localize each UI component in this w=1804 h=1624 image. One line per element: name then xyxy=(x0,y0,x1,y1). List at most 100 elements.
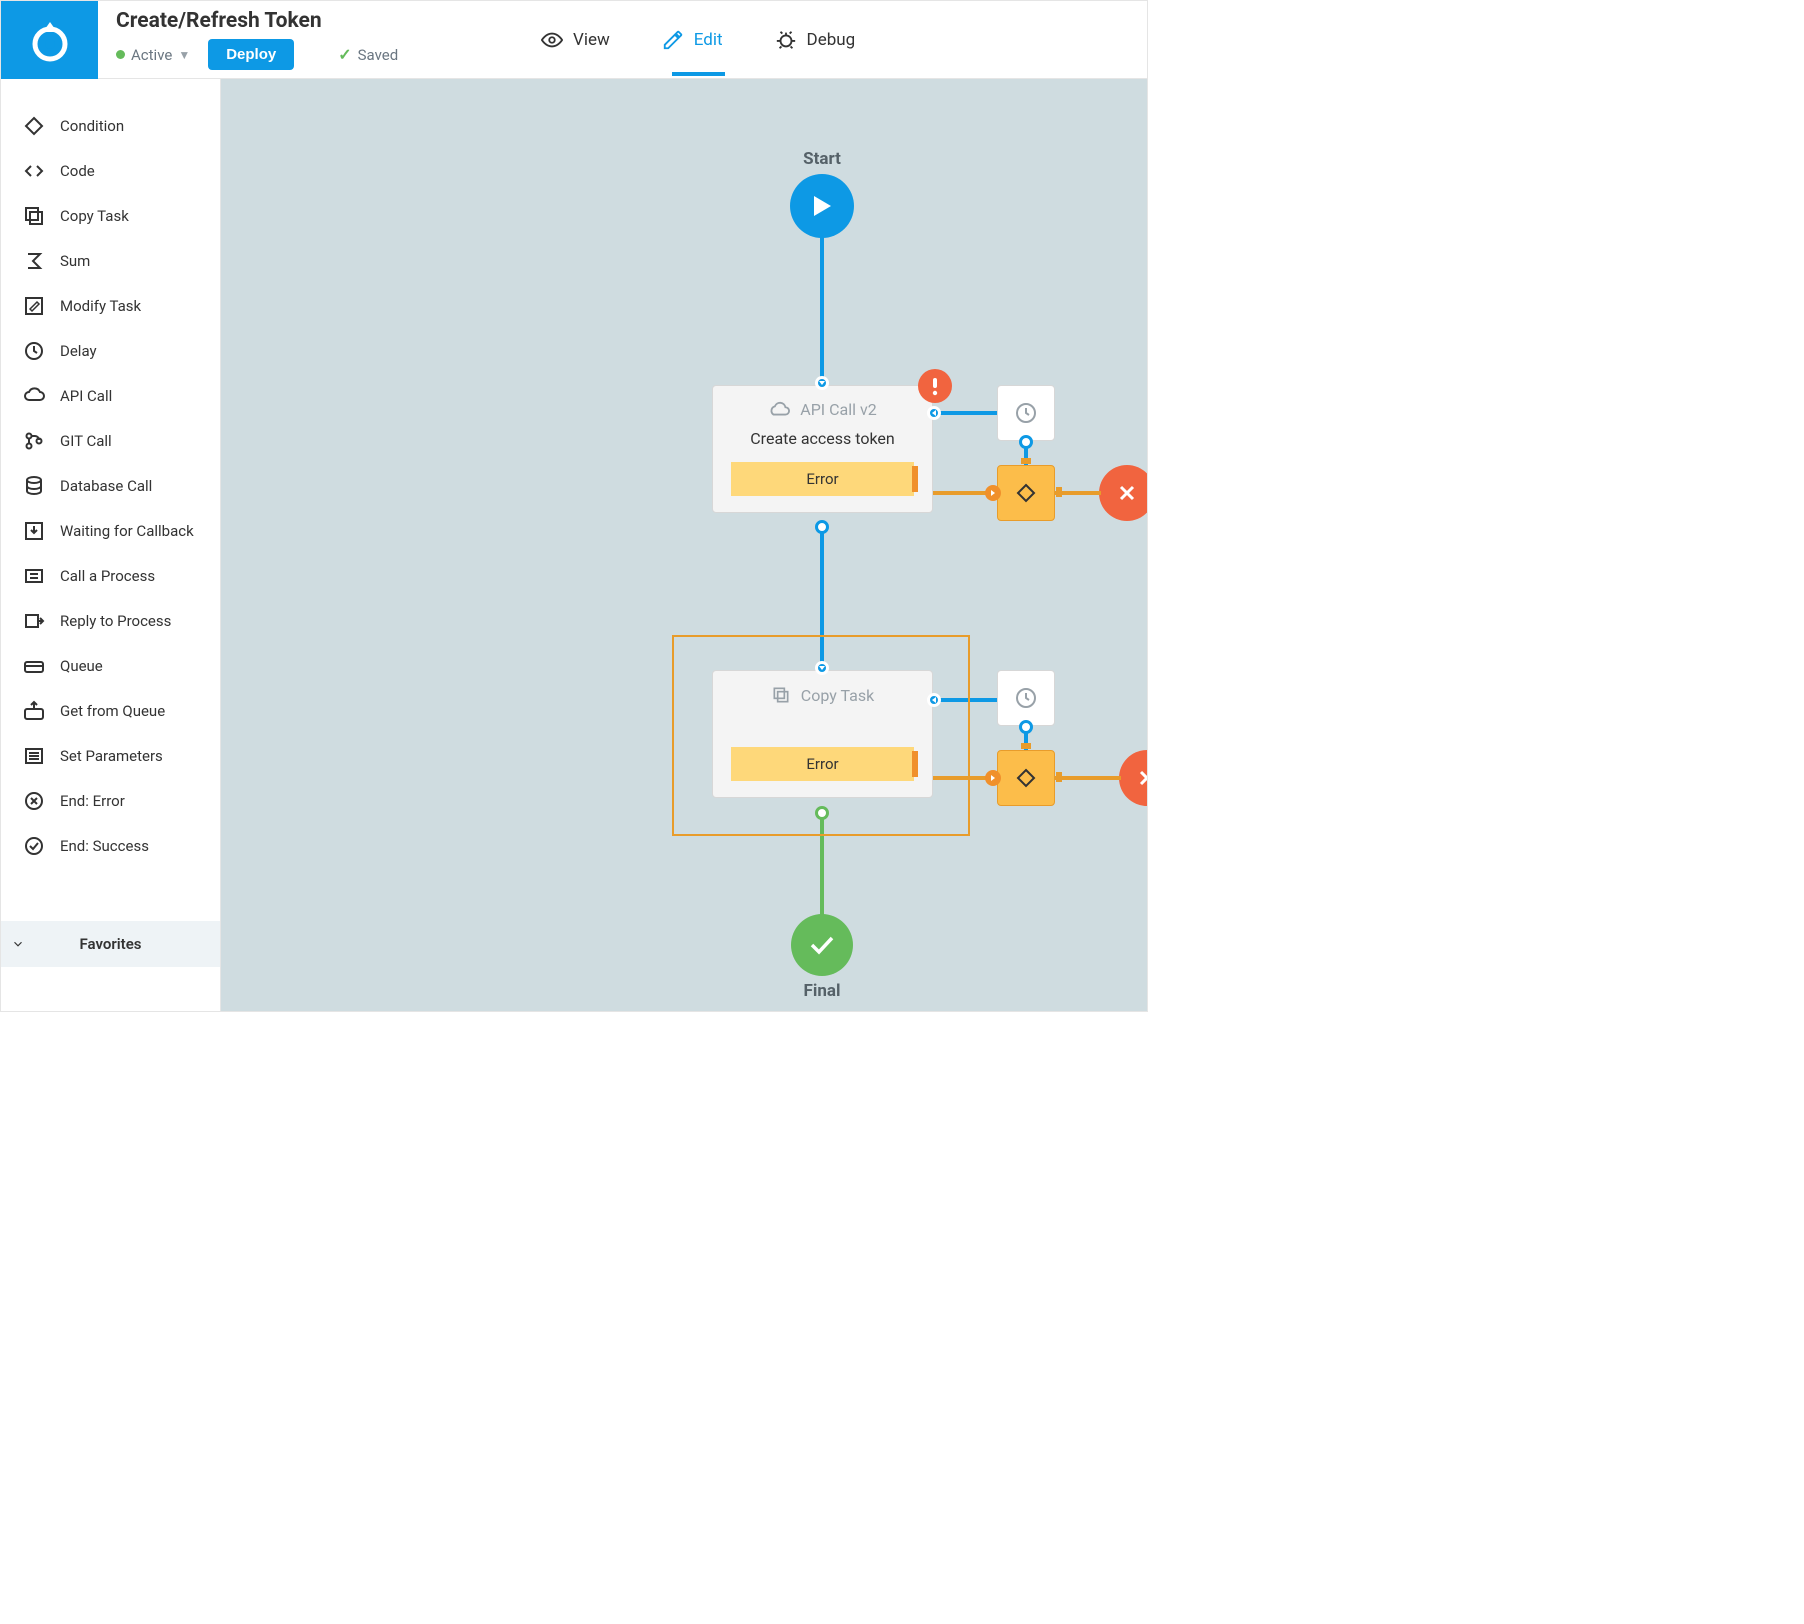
cloud-icon xyxy=(23,385,45,407)
play-icon xyxy=(811,194,833,218)
sidebar-item[interactable]: Set Parameters xyxy=(1,733,220,778)
favorites-label: Favorites xyxy=(80,935,142,953)
clock-icon xyxy=(23,340,45,362)
sidebar-item[interactable]: Sum xyxy=(1,238,220,283)
database-icon xyxy=(23,475,45,497)
error-label: Error xyxy=(806,470,838,488)
sidebar-item[interactable]: API Call xyxy=(1,373,220,418)
sidebar-item-label: Queue xyxy=(60,657,103,675)
delay-mini-node[interactable] xyxy=(997,670,1055,726)
sidebar-item[interactable]: Condition xyxy=(1,103,220,148)
flow-node-copy-task[interactable]: Copy Task Error xyxy=(712,670,933,798)
copy-icon xyxy=(771,685,791,705)
sidebar-item[interactable]: Code xyxy=(1,148,220,193)
queue-icon xyxy=(23,655,45,677)
node-port[interactable] xyxy=(815,806,829,820)
saved-label: Saved xyxy=(358,46,399,64)
end-error-node[interactable] xyxy=(1099,465,1147,521)
node-type-label: Copy Task xyxy=(801,686,874,705)
sidebar-item[interactable]: Waiting for Callback xyxy=(1,508,220,553)
sidebar-item[interactable]: Reply to Process xyxy=(1,598,220,643)
queue-up-icon xyxy=(23,700,45,722)
sidebar-item[interactable]: GIT Call xyxy=(1,418,220,463)
deploy-button[interactable]: Deploy xyxy=(208,39,294,70)
final-node[interactable] xyxy=(791,914,853,976)
process-icon xyxy=(23,565,45,587)
end-ok-icon xyxy=(23,835,45,857)
node-port[interactable] xyxy=(927,693,941,707)
sidebar-item-label: Reply to Process xyxy=(60,612,171,630)
sidebar-item[interactable]: Delay xyxy=(1,328,220,373)
node-port[interactable] xyxy=(815,520,829,534)
sidebar-item[interactable]: Queue xyxy=(1,643,220,688)
status-label: Active xyxy=(131,46,172,64)
flow-canvas[interactable]: Start API Call v2 Create access token Er… xyxy=(221,79,1147,1011)
delay-mini-node[interactable] xyxy=(997,385,1055,441)
code-icon xyxy=(23,160,45,182)
sidebar-item-label: Get from Queue xyxy=(60,702,165,720)
sidebar-item-label: Delay xyxy=(60,342,97,360)
sidebar-item[interactable]: Get from Queue xyxy=(1,688,220,733)
node-port[interactable] xyxy=(927,406,941,420)
diamond-icon xyxy=(1016,483,1036,503)
clock-icon xyxy=(1014,686,1038,710)
sidebar-item-label: Code xyxy=(60,162,95,180)
node-port[interactable] xyxy=(985,770,1001,786)
tab-view-label: View xyxy=(573,30,610,50)
node-port[interactable] xyxy=(815,661,829,675)
reply-icon xyxy=(23,610,45,632)
sidebar-item[interactable]: Database Call xyxy=(1,463,220,508)
bug-icon xyxy=(775,29,797,51)
node-port[interactable] xyxy=(815,376,829,390)
git-icon xyxy=(23,430,45,452)
sidebar-item-label: API Call xyxy=(60,387,112,405)
copy-icon xyxy=(23,205,45,227)
close-icon xyxy=(1137,768,1147,788)
sidebar-item[interactable]: Copy Task xyxy=(1,193,220,238)
sidebar-item[interactable]: Call a Process xyxy=(1,553,220,598)
tab-edit[interactable]: Edit xyxy=(662,29,723,51)
error-output[interactable]: Error xyxy=(731,462,914,496)
chevron-down-icon xyxy=(11,937,25,951)
error-output[interactable]: Error xyxy=(731,747,914,781)
tab-debug[interactable]: Debug xyxy=(775,29,856,51)
check-icon xyxy=(809,935,835,955)
params-icon xyxy=(23,745,45,767)
cloud-icon xyxy=(768,401,790,419)
sidebar: Condition Code Copy Task Sum Modify Task Dela… xyxy=(1,79,221,1011)
close-icon xyxy=(1117,483,1137,503)
pencil-icon xyxy=(662,29,684,51)
node-port[interactable] xyxy=(1019,720,1033,734)
sidebar-item-label: Modify Task xyxy=(60,297,141,315)
end-error-node[interactable] xyxy=(1119,750,1147,806)
sidebar-item-label: Sum xyxy=(60,252,90,270)
diamond-icon xyxy=(23,115,45,137)
start-label: Start xyxy=(782,149,862,169)
modify-icon xyxy=(23,295,45,317)
final-label: Final xyxy=(782,981,862,1001)
sidebar-item-label: GIT Call xyxy=(60,432,112,450)
page-title: Create/Refresh Token xyxy=(116,9,398,33)
sidebar-item-label: Condition xyxy=(60,117,124,135)
exclamation-icon xyxy=(931,376,939,396)
alert-badge[interactable] xyxy=(918,369,952,403)
clock-icon xyxy=(1014,401,1038,425)
sidebar-item[interactable]: Modify Task xyxy=(1,283,220,328)
tab-view[interactable]: View xyxy=(541,29,610,51)
condition-mini-node[interactable] xyxy=(997,750,1055,806)
app-logo[interactable] xyxy=(1,1,98,79)
end-x-icon xyxy=(23,790,45,812)
node-port[interactable] xyxy=(985,485,1001,501)
condition-mini-node[interactable] xyxy=(997,465,1055,521)
sidebar-favorites[interactable]: Favorites xyxy=(1,921,220,967)
sidebar-item-label: Copy Task xyxy=(60,207,129,225)
flow-node-api-call[interactable]: API Call v2 Create access token Error xyxy=(712,385,933,513)
status-dropdown[interactable]: Active ▼ xyxy=(116,46,190,64)
sigma-icon xyxy=(23,250,45,272)
sidebar-item-label: End: Error xyxy=(60,792,125,810)
sidebar-item[interactable]: End: Success xyxy=(1,823,220,868)
node-port[interactable] xyxy=(1019,435,1033,449)
sidebar-item[interactable]: End: Error xyxy=(1,778,220,823)
diamond-icon xyxy=(1016,768,1036,788)
start-node[interactable] xyxy=(790,174,854,238)
